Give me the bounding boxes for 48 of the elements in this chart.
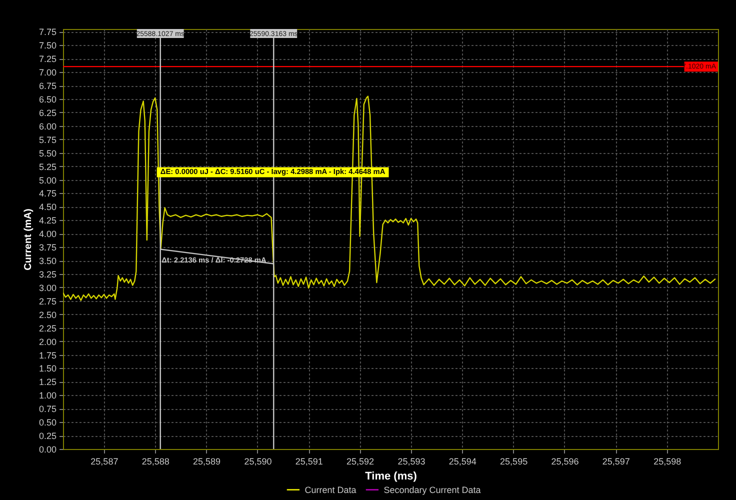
y-tick-label: 4.00: [38, 229, 56, 240]
y-tick-label: 4.25: [38, 216, 56, 226]
y-tick-label: 1.25: [38, 377, 56, 388]
y-tick-label: 6.50: [38, 94, 56, 104]
y-tick-label: 5.50: [38, 148, 56, 158]
y-tick-label: 3.00: [38, 282, 56, 293]
x-tick-label: 25,592: [346, 456, 374, 466]
y-tick-label: 2.00: [38, 336, 56, 347]
y-tick-label: 4.75: [38, 188, 56, 199]
y-tick-label: 7.50: [38, 40, 56, 51]
y-tick-label: 7.00: [38, 68, 56, 78]
y-tick-label: 5.75: [38, 134, 56, 145]
y-axis-title: Current (mA): [22, 208, 34, 270]
x-tick-label: 25,593: [398, 456, 426, 466]
x-tick-label: 25,589: [193, 456, 221, 466]
y-tick-label: 0.75: [38, 404, 56, 414]
y-tick-label: 1.00: [38, 390, 56, 401]
x-tick-label: 25,591: [295, 456, 323, 466]
y-tick-label: 2.75: [38, 296, 56, 306]
y-tick-label: 6.00: [38, 121, 56, 132]
y-tick-label: 7.25: [38, 54, 56, 64]
y-tick-label: 5.25: [38, 162, 56, 172]
y-tick-label: 1.50: [38, 364, 56, 374]
y-tick-label: 2.50: [38, 310, 56, 320]
y-tick-label: 6.25: [38, 108, 56, 118]
y-tick-label: 7.75: [38, 27, 56, 38]
x-tick-label: 25,596: [551, 456, 579, 466]
x-tick-label: 25,590: [244, 456, 272, 466]
y-tick-label: 0.00: [38, 444, 56, 454]
x-axis-title: Time (ms): [365, 470, 418, 482]
y-tick-label: 3.25: [38, 270, 56, 280]
y-tick-label: 5.00: [38, 175, 56, 186]
y-tick-label: 3.75: [38, 242, 56, 253]
x-tick-label: 25,587: [90, 456, 118, 466]
x-tick-label: 25,598: [654, 456, 682, 466]
y-tick-label: 1.75: [38, 350, 56, 360]
y-tick-label: 0.25: [38, 431, 56, 442]
x-tick-label: 25,594: [448, 456, 476, 466]
x-tick-label: 25,597: [602, 456, 630, 466]
legend-label: Current Data: [304, 484, 356, 495]
y-tick-label: 2.25: [38, 323, 56, 334]
y-tick-label: 6.75: [38, 81, 56, 92]
x-tick-label: 25,588: [142, 456, 170, 466]
x-tick-label: 25,595: [500, 456, 528, 466]
y-tick-label: 3.50: [38, 256, 56, 266]
y-tick-label: 0.50: [38, 418, 56, 428]
y-tick-label: 4.50: [38, 202, 56, 212]
legend-label: Secondary Current Data: [384, 484, 481, 495]
